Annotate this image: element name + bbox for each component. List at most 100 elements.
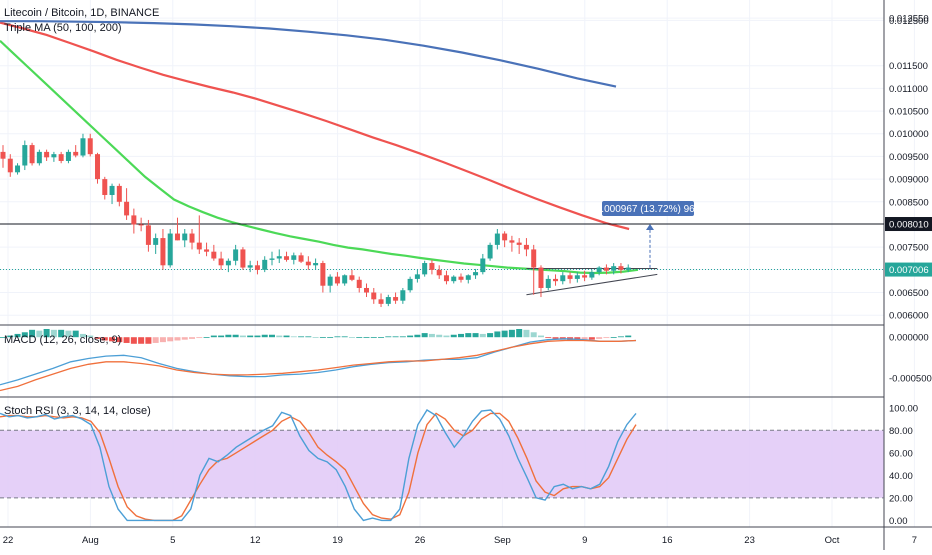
macd-tick-label: -0.000500 xyxy=(889,374,932,385)
candle-body xyxy=(342,275,348,284)
macd-histogram-bar xyxy=(65,330,72,338)
candle-body xyxy=(553,278,559,282)
macd-histogram-bar xyxy=(428,333,435,338)
macd-histogram-bar xyxy=(436,334,443,338)
macd-histogram-bar xyxy=(290,336,297,338)
price-tick-label: 0.009000 xyxy=(889,175,929,186)
macd-histogram-bar xyxy=(247,335,254,338)
candle-body xyxy=(414,274,420,279)
price-tick-label: 0.006500 xyxy=(889,288,929,299)
macd-histogram-bar xyxy=(123,337,130,343)
indicator-title[interactable]: Triple MA (50, 100, 200) xyxy=(4,22,122,34)
candle-body xyxy=(160,238,166,266)
time-tick-label: 12 xyxy=(250,535,261,546)
macd-tick-label: 0.000000 xyxy=(889,333,929,344)
candle-body xyxy=(422,263,428,275)
macd-histogram-bar xyxy=(0,337,6,339)
price-tick-label: 0.010000 xyxy=(889,129,929,140)
macd-histogram-bar xyxy=(298,336,305,338)
price-tick-label: 0.008500 xyxy=(889,197,929,208)
candle-body xyxy=(116,185,122,202)
time-tick-label: 7 xyxy=(912,535,917,546)
price-tick-label: 0.007006 xyxy=(889,265,929,276)
candle-body xyxy=(51,154,57,158)
macd-title[interactable]: MACD (12, 26, close, 9) xyxy=(4,334,121,346)
candle-body xyxy=(523,244,529,250)
candle-body xyxy=(458,276,464,280)
stoch-tick-label: 20.00 xyxy=(889,493,913,504)
time-axis[interactable]: 22Aug5121926Sep91623Oct7142128Nov xyxy=(3,535,932,546)
macd-line xyxy=(0,338,637,386)
time-tick-label: 9 xyxy=(582,535,587,546)
candle-body xyxy=(618,266,624,270)
macd-histogram-bar xyxy=(399,336,406,338)
macd-histogram-bar xyxy=(276,335,283,338)
stoch-axis[interactable]: 100.00 80.00 60.00 40.00 20.00 0.00 xyxy=(889,403,918,527)
macd-histogram-bar xyxy=(239,335,246,338)
candle-body xyxy=(305,261,311,266)
time-tick-label: 5 xyxy=(170,535,175,546)
time-tick-label: 19 xyxy=(332,535,343,546)
macd-histogram-bar xyxy=(552,337,559,339)
candle-body xyxy=(596,267,602,273)
macd-histogram-bar xyxy=(458,333,465,338)
candle-body xyxy=(87,138,93,155)
candle-body xyxy=(538,267,544,288)
candle-body xyxy=(378,299,384,304)
stoch-k-line xyxy=(0,409,637,522)
macd-histogram-bar xyxy=(116,337,123,343)
macd-histogram-bar xyxy=(7,335,14,338)
macd-histogram-bar xyxy=(501,330,508,338)
macd-histogram-bar xyxy=(87,335,94,338)
price-tick-label: 0.012550 xyxy=(889,14,929,25)
macd-histogram-bar xyxy=(603,337,610,339)
macd-histogram-bar xyxy=(21,332,28,338)
macd-histogram-bar xyxy=(588,337,595,340)
candle-body xyxy=(443,275,449,282)
macd-histogram-bar xyxy=(385,336,392,338)
candle-body xyxy=(240,249,246,268)
time-tick-label: 22 xyxy=(3,535,14,546)
price-tick-label: 0.011000 xyxy=(889,84,928,95)
measure-tool[interactable]: 0.000967 (13.72%) 967 xyxy=(596,201,701,268)
macd-histogram-bar xyxy=(450,334,457,338)
candle-body xyxy=(22,145,28,166)
stoch-rsi-title[interactable]: Stoch RSI (3, 3, 14, 14, close) xyxy=(4,405,151,417)
macd-histogram-bar xyxy=(378,337,385,339)
candle-body xyxy=(0,151,6,159)
ma100-line xyxy=(0,21,630,231)
candle-body xyxy=(407,278,413,291)
ma200-line xyxy=(0,20,617,88)
macd-histogram-bar xyxy=(50,329,57,338)
candle-body xyxy=(218,258,224,266)
candle-body xyxy=(124,201,130,216)
macd-histogram-bar xyxy=(617,336,624,338)
time-tick-label: Sep xyxy=(494,535,511,546)
time-tick-label: Oct xyxy=(825,535,840,546)
macd-histogram-bar xyxy=(261,334,268,338)
macd-histogram-bar xyxy=(268,334,275,338)
candle-body xyxy=(364,287,369,293)
macd-histogram-bar xyxy=(254,335,261,338)
time-tick-label: 23 xyxy=(744,535,755,546)
candle-body xyxy=(58,154,64,161)
macd-histogram-bar xyxy=(210,335,217,338)
candle-body xyxy=(582,275,588,278)
candle-body xyxy=(109,185,115,195)
measure-arrow-head xyxy=(646,224,654,231)
candle-body xyxy=(80,138,86,156)
macd-histogram-bar xyxy=(305,336,312,338)
candle-body xyxy=(269,258,275,260)
macd-histogram-bar xyxy=(341,336,348,338)
macd-axis[interactable]: 0.000000 -0.000500 xyxy=(889,333,932,385)
macd-histogram-bar xyxy=(232,334,239,338)
macd-histogram-bar xyxy=(363,337,370,339)
price-badge xyxy=(885,217,932,232)
candle-body xyxy=(502,233,508,241)
stoch-tick-label: 40.00 xyxy=(889,471,913,482)
symbol-title: Litecoin / Bitcoin, 1D, BINANCE xyxy=(4,7,159,19)
time-tick-label: 16 xyxy=(662,535,673,546)
